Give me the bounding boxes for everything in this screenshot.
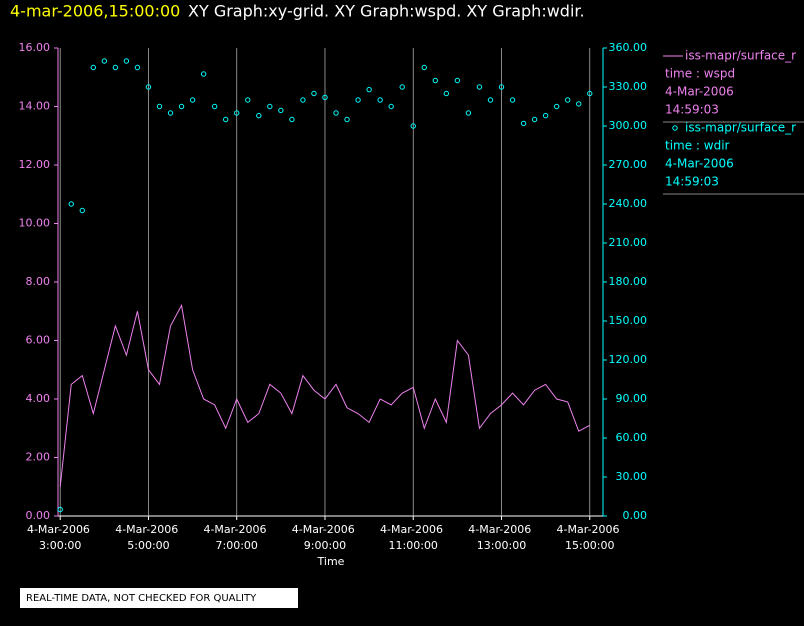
wdir-point xyxy=(410,123,416,129)
y2-tick-label: 30.00 xyxy=(616,470,648,483)
legend-marker xyxy=(672,125,678,131)
x-axis-label: Time xyxy=(317,555,345,568)
wdir-point xyxy=(245,97,251,103)
y-tick-label: 4.00 xyxy=(26,392,51,405)
y-tick-label: 8.00 xyxy=(26,275,51,288)
notice: REAL-TIME DATA, NOT CHECKED FOR QUALITY xyxy=(26,593,257,604)
y-tick-label: 0.00 xyxy=(26,509,51,522)
wdir-point xyxy=(134,64,141,71)
wdir-point xyxy=(222,116,229,123)
wdir-point xyxy=(498,84,505,90)
legend-line-text: time : wspd xyxy=(665,67,735,81)
wdir-point xyxy=(587,90,593,97)
y2-tick-label: 60.00 xyxy=(616,431,648,444)
wdir-point xyxy=(300,97,306,103)
wdir-point xyxy=(112,64,119,71)
wdir-point xyxy=(564,97,571,103)
wdir-point xyxy=(278,107,284,114)
wdir-point xyxy=(432,77,439,84)
y2-tick-label: 90.00 xyxy=(616,392,648,405)
x-tick-label: 4-Mar-2006 7:00:00 xyxy=(203,523,269,552)
wdir-point xyxy=(553,103,560,110)
wdir-point xyxy=(57,506,63,513)
legend-line-text: 14:59:03 xyxy=(665,175,719,189)
wdir-point xyxy=(487,97,494,103)
y2-tick-label: 330.00 xyxy=(609,80,648,93)
wdir-point xyxy=(355,97,361,103)
chart-title: XY Graph:xy-grid. XY Graph:wspd. XY Grap… xyxy=(188,2,585,21)
y2-tick-label: 210.00 xyxy=(609,236,648,249)
wdir-point xyxy=(123,58,130,64)
wdir-point xyxy=(520,120,527,127)
wdir-point xyxy=(267,103,273,110)
x-tick-label: 4-Mar-2006 9:00:00 xyxy=(292,523,358,552)
wdir-point xyxy=(366,86,372,93)
wdir-point xyxy=(211,103,218,110)
wdir-point xyxy=(256,112,262,119)
y2-tick-label: 270.00 xyxy=(609,158,648,171)
y2-tick-label: 0.00 xyxy=(623,509,648,522)
y2-tick-label: 180.00 xyxy=(609,275,648,288)
x-tick-label: 4-Mar-2006 5:00:00 xyxy=(115,523,181,552)
wdir-point xyxy=(333,110,339,116)
legend-line-text: 14:59:03 xyxy=(665,103,719,117)
wdir-point xyxy=(531,116,538,123)
y-tick-label: 12.00 xyxy=(19,158,51,171)
wdir-point xyxy=(421,64,427,71)
y-tick-label: 10.00 xyxy=(19,217,51,230)
wdir-point xyxy=(322,94,328,101)
wdir-point xyxy=(289,116,295,123)
wdir-point xyxy=(200,71,207,77)
wdir-point xyxy=(311,90,317,97)
wdir-point xyxy=(465,110,472,116)
wdir-point xyxy=(79,207,85,214)
y-tick-label: 16.00 xyxy=(19,41,51,54)
notice-box xyxy=(20,588,298,608)
wdir-point xyxy=(377,97,383,103)
wdir-point xyxy=(388,103,394,110)
y2-tick-label: 240.00 xyxy=(609,197,648,210)
legend-line-text: time : wdir xyxy=(665,139,730,153)
wdir-point xyxy=(542,112,549,119)
y-tick-label: 14.00 xyxy=(19,100,51,113)
x-tick-label: 4-Mar-2006 11:00:00 xyxy=(380,523,446,552)
wdir-point xyxy=(576,101,582,107)
wdir-point xyxy=(178,103,185,110)
wdir-point xyxy=(476,84,483,90)
wdir-point xyxy=(509,97,516,103)
wdir-point xyxy=(145,84,152,90)
y2-tick-label: 150.00 xyxy=(609,314,648,327)
legend-name: iss-mapr/surface_r xyxy=(685,121,796,135)
wdir-point xyxy=(68,201,74,207)
y2-tick-label: 360.00 xyxy=(609,41,648,54)
wdir-point xyxy=(344,116,350,123)
wdir-point xyxy=(90,64,97,71)
y-tick-label: 2.00 xyxy=(26,451,51,464)
x-tick-label: 4-Mar-2006 3:00:00 xyxy=(27,523,93,552)
wdir-point xyxy=(189,97,196,103)
wdir-point xyxy=(101,58,108,64)
y2-tick-label: 120.00 xyxy=(609,353,648,366)
legend-line-text: 4-Mar-2006 xyxy=(665,85,734,99)
timestamp: 4-mar-2006,15:00:00 xyxy=(10,2,180,21)
wspd-line xyxy=(59,303,590,487)
y-tick-label: 6.00 xyxy=(26,334,51,347)
wdir-point xyxy=(167,110,174,116)
wdir-point xyxy=(454,77,461,84)
y2-tick-label: 300.00 xyxy=(609,119,648,132)
legend-name: iss-mapr/surface_r xyxy=(685,49,796,63)
wdir-point xyxy=(399,84,405,90)
legend-line-text: 4-Mar-2006 xyxy=(665,157,734,171)
wdir-point xyxy=(156,103,163,110)
x-tick-label: 4-Mar-2006 15:00:00 xyxy=(557,523,623,552)
wdir-point xyxy=(443,90,450,97)
x-tick-label: 4-Mar-2006 13:00:00 xyxy=(468,523,534,552)
wdir-point xyxy=(234,110,240,116)
